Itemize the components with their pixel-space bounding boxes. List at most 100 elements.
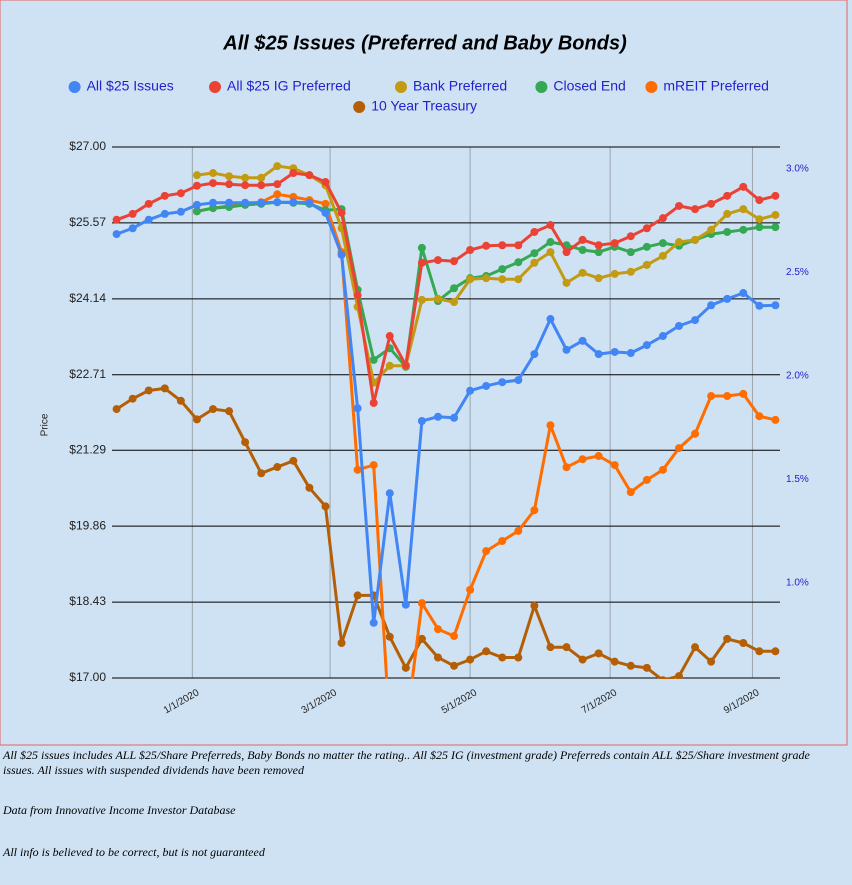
y-tick-label: $27.00 bbox=[69, 139, 106, 153]
data-point bbox=[691, 205, 700, 214]
data-point bbox=[273, 162, 282, 171]
data-point bbox=[289, 198, 298, 207]
data-point bbox=[192, 200, 201, 209]
data-point bbox=[578, 336, 587, 345]
data-point bbox=[498, 275, 507, 284]
legend-swatch bbox=[535, 81, 548, 93]
data-point bbox=[674, 201, 683, 210]
data-point bbox=[707, 225, 716, 234]
data-point bbox=[691, 429, 700, 438]
data-point bbox=[707, 657, 716, 666]
data-point bbox=[353, 404, 362, 413]
data-point bbox=[369, 355, 378, 364]
data-point bbox=[530, 249, 539, 258]
data-point bbox=[241, 173, 250, 182]
data-point bbox=[257, 181, 266, 190]
data-point bbox=[289, 169, 298, 178]
plot-area bbox=[112, 162, 780, 679]
data-point bbox=[739, 205, 748, 214]
data-point bbox=[674, 444, 683, 453]
data-point bbox=[401, 600, 410, 609]
data-point bbox=[498, 241, 507, 250]
data-point bbox=[353, 465, 362, 474]
data-point bbox=[466, 246, 475, 255]
legend-swatch bbox=[68, 81, 81, 93]
data-point bbox=[723, 294, 732, 303]
data-point bbox=[739, 639, 748, 648]
data-point bbox=[353, 291, 362, 300]
data-point bbox=[626, 232, 635, 241]
y-tick-label: $24.14 bbox=[69, 291, 106, 305]
data-point bbox=[160, 384, 169, 393]
data-point bbox=[450, 298, 459, 307]
data-point bbox=[482, 547, 491, 556]
data-point bbox=[562, 345, 571, 354]
data-point bbox=[337, 208, 346, 217]
data-point bbox=[658, 332, 667, 341]
data-point bbox=[450, 661, 459, 670]
data-point bbox=[755, 215, 764, 224]
data-point bbox=[160, 191, 169, 200]
y2-tick-label: 2.5% bbox=[786, 267, 809, 278]
y-tick-label: $18.43 bbox=[69, 594, 106, 608]
data-point bbox=[192, 171, 201, 180]
data-point bbox=[466, 585, 475, 594]
chart-frame bbox=[0, 0, 848, 746]
data-point bbox=[562, 248, 571, 257]
y-tick-label: $25.57 bbox=[69, 215, 106, 229]
data-point bbox=[594, 350, 603, 359]
legend-label: All $25 Issues bbox=[87, 78, 174, 94]
data-point bbox=[658, 465, 667, 474]
data-point bbox=[514, 526, 523, 535]
data-point bbox=[771, 223, 780, 232]
data-point bbox=[578, 455, 587, 464]
data-point bbox=[578, 268, 587, 277]
y2-tick-label: 2.0% bbox=[786, 371, 809, 382]
data-point bbox=[321, 199, 330, 208]
data-point bbox=[241, 198, 250, 207]
data-point bbox=[192, 207, 201, 216]
data-point bbox=[225, 180, 234, 189]
data-point bbox=[225, 172, 234, 181]
data-point bbox=[128, 224, 137, 233]
data-point bbox=[546, 421, 555, 430]
data-point bbox=[530, 601, 539, 610]
data-point bbox=[176, 189, 185, 198]
data-point bbox=[273, 180, 282, 189]
data-point bbox=[530, 258, 539, 267]
data-point bbox=[112, 230, 121, 239]
data-point bbox=[401, 663, 410, 672]
data-point bbox=[707, 301, 716, 310]
data-point bbox=[578, 246, 587, 255]
legend-swatch bbox=[353, 101, 366, 113]
data-point bbox=[498, 537, 507, 546]
data-point bbox=[305, 171, 314, 180]
y-axis-label: Price bbox=[40, 413, 51, 436]
data-point bbox=[642, 663, 651, 672]
data-point bbox=[562, 643, 571, 652]
data-point bbox=[144, 199, 153, 208]
data-point bbox=[112, 405, 121, 414]
data-point bbox=[450, 413, 459, 422]
data-point bbox=[578, 235, 587, 244]
data-point bbox=[674, 321, 683, 330]
data-point bbox=[369, 618, 378, 627]
data-point bbox=[321, 178, 330, 187]
data-point bbox=[498, 378, 507, 387]
data-point bbox=[417, 295, 426, 304]
data-point bbox=[771, 191, 780, 200]
data-point bbox=[723, 634, 732, 643]
data-point bbox=[112, 215, 121, 224]
data-point bbox=[450, 257, 459, 266]
data-point bbox=[610, 269, 619, 278]
data-point bbox=[755, 196, 764, 205]
data-point bbox=[289, 456, 298, 465]
data-point bbox=[369, 398, 378, 407]
data-point bbox=[417, 258, 426, 267]
data-point bbox=[514, 376, 523, 385]
data-point bbox=[771, 301, 780, 310]
legend-label: Closed End bbox=[553, 78, 625, 94]
data-point bbox=[273, 198, 282, 207]
legend-label: All $25 IG Preferred bbox=[227, 78, 351, 94]
